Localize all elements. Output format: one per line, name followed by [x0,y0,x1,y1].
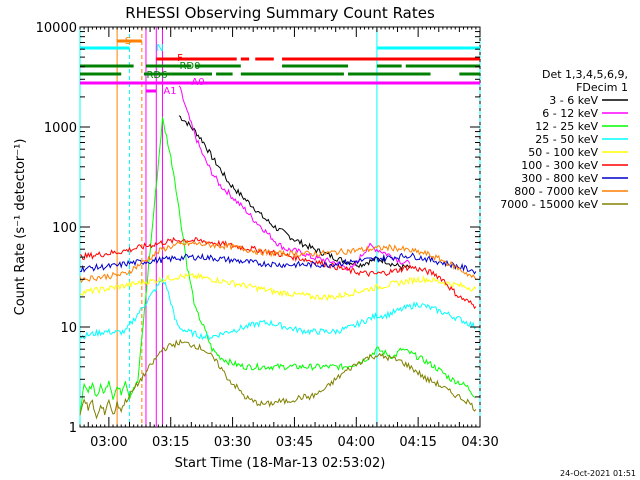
legend-label: 100 - 300 keV [521,159,598,172]
legend-label: 3 - 6 keV [549,94,598,107]
series-line [79,252,477,275]
x-tick-label: 04:15 [399,435,436,450]
chart-title: RHESSI Observing Summary Count Rates [125,4,435,22]
legend-header: FDecim 1 [576,81,628,94]
flag-bar-label: S [125,36,131,47]
flag-bar-label: N [156,43,163,54]
legend-label: 50 - 100 keV [528,146,598,159]
flag-bar-label: A0 [191,77,204,88]
x-axis-label: Start Time (18-Mar-13 02:53:02) [175,456,386,471]
flag-bar-label: RD6 [146,70,167,81]
flag-bar-label: RD0 [179,61,200,72]
y-axis-label: Count Rate (s⁻¹ detector⁻¹) [13,139,28,316]
series-line [79,272,477,302]
flag-bar-label: F [177,53,183,64]
x-axis-ticks: 03:00 03:15 03:30 03:45 04:00 04:15 04:30 [79,27,499,450]
y-tick-label: 1000 [44,121,77,136]
y-tick-label: 10000 [36,21,77,36]
flag-bar-label: A1 [163,86,176,97]
legend-label: 25 - 50 keV [535,133,598,146]
x-tick-label: 03:00 [90,435,127,450]
series-line [178,85,411,271]
legend-header: Det 1,3,4,5,6,9, [542,68,628,81]
x-tick-label: 03:45 [276,435,313,450]
series-lines [79,85,477,420]
x-tick-label: 03:30 [214,435,251,450]
legend-label: 800 - 7000 keV [514,185,598,198]
series-line [79,338,477,420]
x-tick-label: 04:30 [461,435,498,450]
legend-label: 6 - 12 keV [542,107,598,120]
vertical-markers [79,27,481,427]
y-tick-label: 10 [60,321,77,336]
x-tick-label: 04:00 [338,435,375,450]
series-line [79,117,477,412]
series-line [79,236,477,310]
generation-timestamp: 24-Oct-2021 01:51 [560,469,636,478]
y-tick-label: 100 [52,221,77,236]
series-line [79,239,477,284]
series-line [178,115,411,271]
legend-label: 7000 - 15000 keV [500,198,598,211]
y-axis-ticks: 1 10 100 1000 10000 [36,21,480,436]
x-tick-label: 03:15 [152,435,189,450]
y-tick-label: 1 [69,421,77,436]
legend-label: 300 - 800 keV [521,172,598,185]
legend-label: 12 - 25 keV [535,120,598,133]
series-line [79,277,477,341]
